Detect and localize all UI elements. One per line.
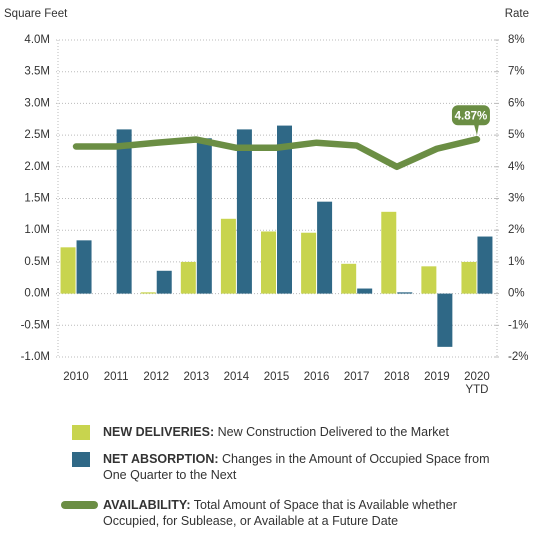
y2-tick-label: 3%	[508, 193, 525, 205]
legend-entry: AVAILABILITY: Total Amount of Space that…	[103, 497, 493, 529]
y-tick-label: 0.5M	[24, 256, 50, 268]
x-tick-label: 2011	[103, 371, 129, 383]
line	[72, 135, 481, 171]
legend-name: NET ABSORPTION:	[103, 452, 219, 466]
data-label: 4.87%	[455, 110, 488, 122]
bar	[196, 138, 212, 294]
annotation-pointer	[473, 124, 479, 136]
x-tick-label: 2012	[143, 371, 170, 383]
y2-tick-label: 1%	[508, 256, 525, 268]
x-tick-label: 2010	[63, 371, 89, 383]
y2-tick-label: -2%	[508, 351, 528, 363]
y-tick-label: 3.0M	[24, 97, 50, 109]
x-tick-label: 2015	[263, 371, 290, 383]
bar	[60, 247, 76, 294]
y-tick-label: 1.5M	[24, 193, 50, 205]
bar	[156, 270, 172, 294]
y-tick-label: 0.0M	[24, 288, 50, 300]
x-tick-label: 2014	[223, 371, 250, 383]
x-tick-label: 2013	[183, 371, 210, 383]
legend-entry: NEW DELIVERIES: New Construction Deliver…	[103, 424, 493, 440]
bar	[317, 201, 333, 294]
y-tick-label: -0.5M	[21, 319, 50, 331]
bar	[301, 232, 317, 294]
x-tick-label: 2019	[424, 371, 450, 383]
bar	[357, 288, 373, 294]
annotation-box	[451, 105, 490, 126]
bar	[397, 292, 413, 294]
x-tick-label: 2020 YTD	[464, 371, 490, 396]
bar	[341, 263, 357, 294]
y2-tick-label: 8%	[508, 34, 525, 46]
y-tick-label: 4.0M	[24, 34, 50, 46]
y-tick-label: 3.5M	[24, 66, 50, 78]
y2-axis-label: Rate	[505, 8, 529, 20]
bar	[461, 261, 477, 294]
y2-tick-label: 0%	[508, 288, 525, 300]
legend-description: Changes in the Amount of Occupied Space …	[103, 452, 490, 482]
bar	[421, 266, 437, 294]
legend-name: AVAILABILITY:	[103, 498, 191, 512]
legend-description: New Construction Delivered to the Market	[217, 425, 449, 439]
bar	[381, 211, 397, 294]
bar	[180, 261, 196, 294]
y2-tick-label: 7%	[508, 66, 525, 78]
x-tick-label: 2016	[303, 371, 330, 383]
legend-description: Total Amount of Space that is Available …	[103, 498, 457, 528]
y-tick-label: 2.5M	[24, 129, 50, 141]
x-tick-label: 2017	[343, 371, 370, 383]
bar	[140, 292, 156, 294]
legend-name: NEW DELIVERIES:	[103, 425, 215, 439]
legend-entry: NET ABSORPTION: Changes in the Amount of…	[103, 451, 493, 483]
bar	[477, 236, 493, 294]
y-axis-label: Square Feet	[4, 8, 68, 20]
bar	[261, 231, 276, 294]
y2-tick-label: -1%	[508, 319, 528, 331]
legend-swatch	[72, 425, 90, 440]
bar	[116, 129, 132, 294]
legend-swatch	[72, 452, 90, 467]
bar	[437, 293, 453, 347]
y-tick-label: 2.0M	[24, 161, 50, 173]
y-tick-label: 1.0M	[24, 224, 50, 236]
bar	[277, 125, 292, 294]
bar	[236, 129, 252, 294]
bar	[76, 240, 92, 294]
bar	[220, 218, 236, 294]
y2-tick-label: 5%	[508, 129, 525, 141]
y2-tick-label: 6%	[508, 97, 525, 109]
y-tick-label: -1.0M	[21, 351, 50, 363]
x-tick-label: 2018	[383, 371, 410, 383]
y2-tick-label: 2%	[508, 224, 525, 236]
y2-tick-label: 4%	[508, 161, 525, 173]
